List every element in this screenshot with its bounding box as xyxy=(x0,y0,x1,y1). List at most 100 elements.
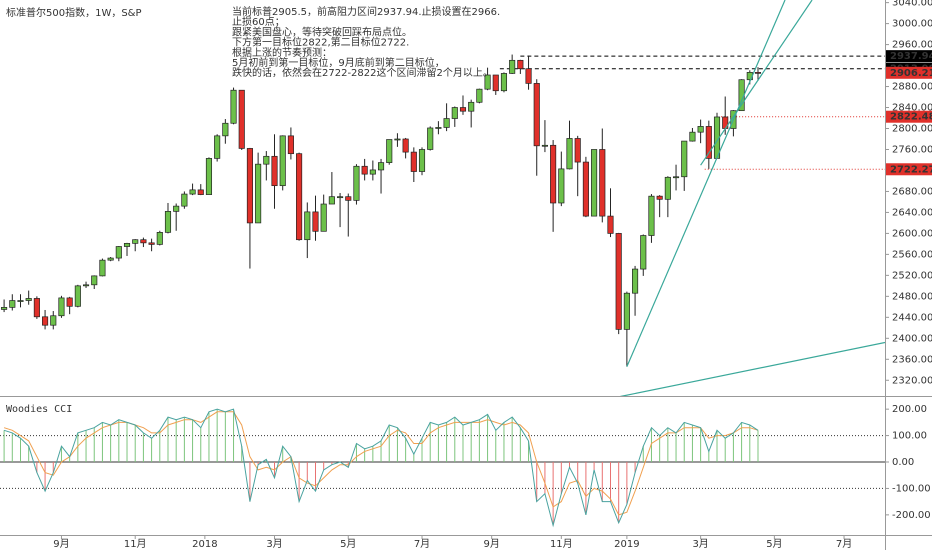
candle-body xyxy=(386,139,393,163)
trendline xyxy=(700,0,813,166)
candle-body xyxy=(246,148,253,224)
x-tick-label: 11月 xyxy=(550,538,573,550)
y-tick-label: 2680.00 xyxy=(892,186,932,197)
candle-body xyxy=(558,168,565,204)
candle-body xyxy=(214,135,221,159)
x-tick-label: 2018 xyxy=(192,539,217,550)
candle-body xyxy=(435,127,442,129)
candle-body xyxy=(640,235,647,270)
candle-body xyxy=(427,127,434,150)
candle-body xyxy=(238,89,245,149)
candle-body xyxy=(66,297,73,307)
candle-body xyxy=(541,144,548,147)
trendline xyxy=(626,0,786,367)
candle-body xyxy=(205,158,213,195)
y-tick-label: 2560.00 xyxy=(892,249,932,260)
annotation-text: 跟紧美国盘心，等待突破回踩布局点位。 xyxy=(232,25,412,38)
candle-body xyxy=(107,257,114,261)
y-tick-label: 2800.00 xyxy=(892,124,932,135)
candle-body xyxy=(533,83,540,147)
candle-body xyxy=(42,316,49,326)
candle-body xyxy=(451,107,458,119)
candle-body xyxy=(623,292,630,330)
candle-body xyxy=(648,195,655,236)
annotation-text: 根据上涨的节奏预测： xyxy=(232,46,332,59)
y-tick-label: 2400.00 xyxy=(892,333,932,344)
annotation-text: 下方第一目标位2822,第二目标位2722. xyxy=(232,36,409,49)
x-tick-label: 3月 xyxy=(692,538,708,550)
x-tick-label: 2019 xyxy=(614,539,639,550)
y-tick-label: 2480.00 xyxy=(892,291,932,302)
candle-body xyxy=(509,59,516,74)
y-tick-label: 3040.00 xyxy=(892,0,932,9)
candle-body xyxy=(394,138,401,141)
price-level-badge xyxy=(886,110,932,123)
x-tick-label: 7月 xyxy=(414,538,430,550)
candle-body xyxy=(476,88,483,103)
candle-body xyxy=(582,161,589,217)
candle-body xyxy=(517,59,524,70)
candle-body xyxy=(345,196,352,201)
candle-body xyxy=(58,297,65,317)
y-tick-label: 2960.00 xyxy=(892,40,932,51)
price-level-label: 2722.27 xyxy=(890,164,932,175)
candle-body xyxy=(574,138,581,163)
x-tick-label: 9月 xyxy=(483,538,499,550)
candle-body xyxy=(468,101,475,112)
price-level-label: 2822.48 xyxy=(890,112,932,123)
x-tick-label: 11月 xyxy=(124,538,147,550)
candle-body xyxy=(599,149,606,217)
annotation-text: 跌快的话，依然会在2722-2822这个区间滞留2个月以上。 xyxy=(232,66,493,79)
last-price-label: 2906.21 xyxy=(890,68,932,79)
candle-body xyxy=(369,169,376,175)
annotation-text: 5月初前到第一目标位，9月底前到第二目标位， xyxy=(232,56,445,69)
candle-body xyxy=(173,205,180,212)
y-tick-label: 2640.00 xyxy=(892,207,932,218)
price-level-badge xyxy=(886,163,932,176)
y-tick-label: 200.00 xyxy=(892,404,927,415)
x-tick-label: 5月 xyxy=(766,538,782,550)
x-tick-label: 7月 xyxy=(836,538,852,550)
candle-body xyxy=(566,138,573,170)
y-tick-label: 2440.00 xyxy=(892,312,932,323)
candle-body xyxy=(17,300,24,302)
candle-body xyxy=(377,162,385,171)
candle-body xyxy=(33,298,40,318)
y-tick-label: -200.00 xyxy=(892,510,931,521)
candle-body xyxy=(410,151,417,172)
candle-body xyxy=(754,72,762,74)
annotation-text: 当前标普2905.5，前高阻力区间2937.94.止损设置在2966. xyxy=(232,5,500,18)
candle-body xyxy=(525,68,532,84)
candle-body xyxy=(50,315,57,326)
candle-body xyxy=(615,233,622,330)
indicator-title: Woodies CCI xyxy=(6,404,72,415)
candle-body xyxy=(181,193,188,207)
candle-body xyxy=(99,259,106,277)
y-tick-label: 0.00 xyxy=(892,457,914,468)
cci-line xyxy=(3,408,759,528)
candle-body xyxy=(443,118,450,128)
last-price-badge xyxy=(886,66,932,79)
candle-body xyxy=(304,211,311,241)
chart-title: 标准普尔500指数，1W，S&P xyxy=(6,6,142,19)
candle-body xyxy=(74,285,81,307)
candle-body xyxy=(672,176,680,179)
candle-body xyxy=(1,307,8,310)
candle-body xyxy=(681,140,688,178)
price-level-badge xyxy=(886,50,932,63)
candle-body xyxy=(607,215,614,234)
axes: 2320.00 2360.00 2400.00 2440.00 2480.00 2520.… xyxy=(53,0,932,550)
price-level-label: 2937.94 xyxy=(890,51,932,62)
cci-panel xyxy=(0,408,885,528)
y-tick-label: 2880.00 xyxy=(892,82,932,93)
candle-body xyxy=(115,246,122,259)
trendline xyxy=(620,341,885,396)
y-tick-label: 2600.00 xyxy=(892,228,932,239)
candle-body xyxy=(492,74,499,92)
candle-body xyxy=(123,243,131,247)
y-tick-label: 2520.00 xyxy=(892,270,932,281)
candle-body xyxy=(402,138,409,153)
candle-body xyxy=(255,163,262,224)
